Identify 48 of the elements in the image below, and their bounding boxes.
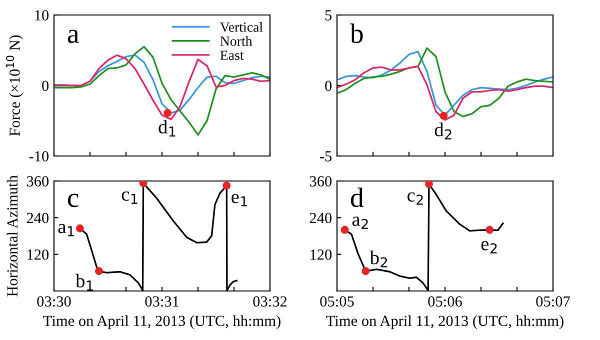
point	[139, 181, 148, 188]
y-tick-label: -5	[320, 151, 332, 162]
line-series	[337, 66, 553, 121]
point	[340, 226, 349, 234]
y-tick-label: 360	[310, 176, 332, 186]
x-axis-title: Time on April 11, 2013 (UTC, hh:mm)	[43, 315, 280, 330]
annotation: d$_{1}$	[158, 120, 176, 137]
annotation: e$_{1}$	[232, 194, 248, 206]
y-tick-label: 120	[310, 249, 332, 260]
annotation: b	[350, 23, 363, 44]
annotation: a$_{2}$	[352, 216, 368, 229]
annotation: d	[350, 188, 364, 208]
y-tick-label: 120	[28, 249, 49, 260]
y-tick-label: 10	[35, 10, 49, 20]
line-series	[54, 46, 270, 136]
x-tick-label: 05:06	[428, 296, 462, 307]
annotation: d$_{2}$	[434, 122, 452, 140]
annotation: a	[68, 30, 79, 44]
legend-label: Vertical	[220, 22, 263, 32]
y-tick-label: -10	[29, 151, 49, 162]
y-tick-label: 240	[310, 212, 332, 224]
annotation: c$_{2}$	[407, 192, 423, 205]
annotation: c	[68, 194, 78, 208]
point	[362, 267, 370, 276]
point	[222, 182, 231, 190]
y-tick-label: 360	[26, 176, 49, 186]
y-tick-label: 0	[325, 80, 332, 91]
x-tick-label: 05:07	[536, 296, 570, 307]
x-tick-label: 03:31	[145, 296, 179, 307]
point	[425, 181, 433, 188]
point	[95, 267, 103, 276]
x-tick-label: 03:30	[37, 296, 71, 307]
x-tick-label: 05:05	[320, 296, 354, 307]
y-tick-label: 240	[26, 212, 49, 224]
x-axis-title: Time on April 11, 2013 (UTC, hh:mm)	[326, 315, 564, 330]
annotation: a$_{1}$	[58, 224, 74, 236]
y-tick-label: 5	[325, 10, 332, 20]
annotation: b$_{2}$	[370, 250, 388, 268]
point	[486, 226, 494, 234]
legend-label: East	[220, 50, 244, 60]
annotation: c$_{1}$	[122, 191, 138, 204]
annotation: e$_{2}$	[481, 240, 497, 254]
y-axis-title: Horizontal Azimuth	[6, 175, 18, 296]
x-tick-label: 03:32	[253, 296, 287, 307]
legend-label: North	[220, 36, 252, 46]
y-axis-title: Force (×10$^{10}$ N)	[6, 35, 23, 136]
point	[76, 224, 84, 232]
y-tick-label: 0	[42, 80, 49, 91]
